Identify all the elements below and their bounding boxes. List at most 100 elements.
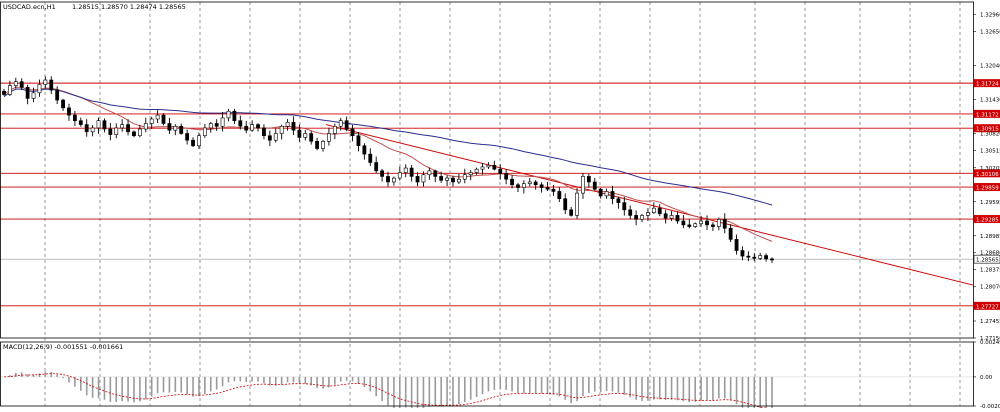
axis-tick-label: 1.30515	[980, 148, 1000, 154]
candle-body	[72, 114, 77, 121]
candle-body	[557, 191, 562, 199]
candle-body	[173, 125, 178, 131]
candle-body	[592, 181, 597, 190]
candle-body	[297, 129, 302, 138]
level-label: 1.29285	[976, 218, 999, 224]
candle-body	[185, 133, 190, 141]
candle-body	[433, 170, 438, 177]
candle-body	[161, 114, 166, 124]
candle-body	[551, 188, 556, 192]
candle-body	[409, 167, 414, 177]
level-label: 1.30915	[976, 127, 999, 133]
candle-body	[492, 164, 497, 170]
candle-body	[232, 110, 237, 121]
level-label: 1.29859	[976, 186, 999, 192]
candle-body	[327, 133, 331, 142]
candle-body	[397, 172, 402, 179]
macd-axis-tick-label: 0.00	[980, 375, 993, 381]
candle-body	[191, 139, 195, 147]
candle-body	[315, 141, 320, 149]
candle-body	[309, 133, 314, 142]
candle-body	[764, 255, 768, 260]
candle-body	[25, 86, 30, 99]
axis-tick-label: 1.29595	[980, 200, 1000, 206]
candle-body	[451, 177, 455, 183]
candle-body	[332, 125, 337, 134]
candle-body	[368, 153, 373, 163]
candle-body	[149, 118, 154, 124]
candle-body	[468, 172, 473, 176]
candle-body	[610, 191, 615, 199]
level-badge	[974, 169, 1000, 178]
candle-body	[344, 120, 349, 130]
candle-body	[616, 198, 621, 203]
candle-body	[279, 125, 284, 134]
ohlc-label: 1.28515 1.28570 1.28474 1.28565	[72, 3, 186, 11]
candle-body	[374, 162, 379, 172]
candle-body	[392, 177, 396, 183]
candle-body	[303, 133, 308, 138]
level-badge	[974, 215, 1000, 224]
level-lines[interactable]	[0, 82, 973, 307]
candle-body	[527, 181, 532, 184]
candle-body	[167, 123, 172, 131]
candle-body	[657, 207, 662, 215]
candle-body	[262, 127, 266, 137]
candle-body	[569, 209, 574, 216]
candle-body	[504, 173, 509, 180]
axis-tick-label: 1.32960	[980, 12, 1000, 18]
current-price-label: 1.28565	[976, 258, 999, 264]
candle-body	[510, 178, 514, 186]
candle-body	[285, 122, 290, 127]
candle-body	[669, 215, 674, 219]
macd-signal-line	[3, 373, 773, 410]
trend-line[interactable]	[325, 124, 974, 286]
candle-body	[380, 170, 384, 177]
candle-body	[114, 127, 119, 135]
candle-body	[752, 256, 757, 259]
candle-body	[462, 174, 467, 180]
candle-body	[90, 127, 95, 133]
current-price-badge	[973, 254, 1000, 264]
candle-body	[49, 79, 54, 91]
axis-tick-label: 1.28375	[980, 268, 1000, 274]
level-badge	[974, 124, 1000, 133]
candle-body	[8, 85, 12, 95]
candle-body	[539, 184, 544, 188]
candles	[2, 76, 774, 264]
level-label: 1.31172	[976, 112, 999, 118]
candle-body	[238, 120, 243, 127]
candle-body	[693, 223, 698, 227]
pane-frames	[0, 1, 974, 407]
candle-body	[403, 167, 408, 173]
axis-tick-label: 1.28985	[980, 234, 1000, 240]
candle-body	[563, 198, 568, 211]
candle-body	[486, 164, 491, 168]
moving-averages	[3, 86, 773, 242]
axis-tick-label: 1.27455	[980, 319, 1000, 325]
candle-body	[214, 123, 219, 127]
candle-body	[197, 135, 201, 147]
candle-body	[120, 124, 125, 129]
trend-line-group[interactable]	[325, 124, 974, 286]
candle-body	[480, 166, 485, 170]
candle-body	[770, 258, 774, 261]
price-pane-frame	[0, 1, 974, 339]
candle-body	[533, 181, 538, 186]
candle-body	[19, 81, 24, 88]
candle-body	[687, 224, 692, 227]
candle-body	[250, 124, 255, 131]
candle-body	[78, 120, 83, 125]
candle-body	[126, 124, 130, 133]
candle-body	[711, 224, 715, 227]
candle-body	[699, 220, 704, 225]
candle-body	[220, 117, 225, 127]
candle-body	[628, 209, 633, 216]
candle-body	[208, 123, 213, 129]
candle-body	[740, 250, 745, 257]
candle-body	[421, 174, 426, 183]
candle-body	[521, 183, 526, 188]
